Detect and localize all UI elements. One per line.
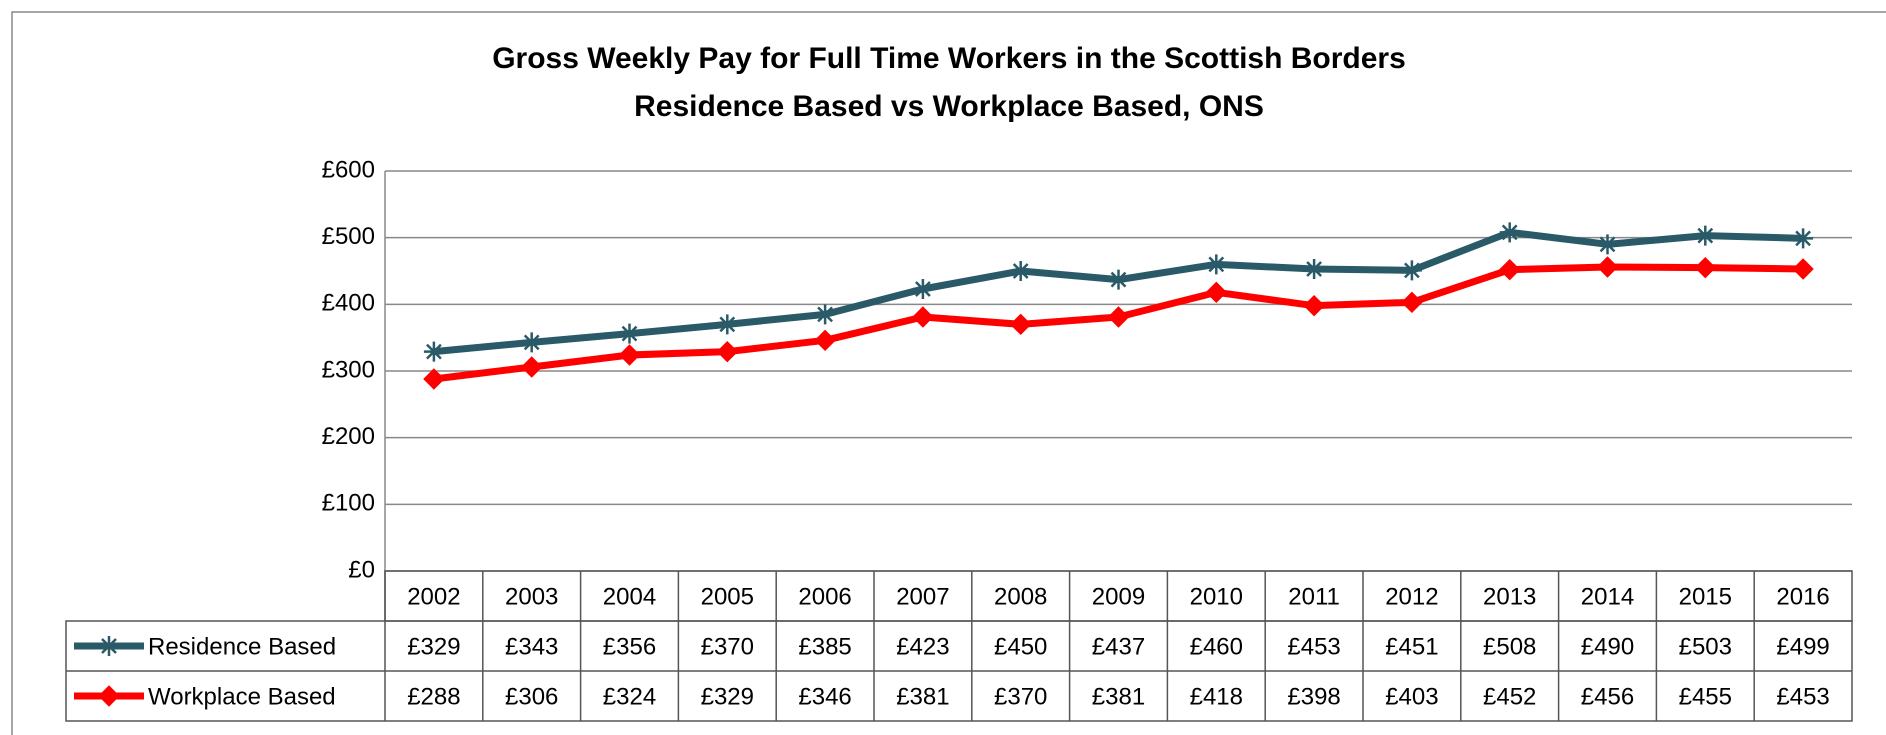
legend-label: Residence Based <box>148 633 336 660</box>
legend-marker <box>98 685 120 707</box>
data-point <box>619 323 640 344</box>
data-label: £450 <box>994 633 1047 660</box>
y-tick-label: £0 <box>348 556 375 583</box>
data-label: £452 <box>1483 683 1536 710</box>
y-tick-label: £200 <box>322 423 375 450</box>
data-label: £381 <box>896 683 949 710</box>
data-point <box>521 332 542 353</box>
x-tick-label: 2008 <box>994 583 1047 610</box>
chart-border <box>11 11 1886 735</box>
y-tick-label: £400 <box>322 290 375 317</box>
data-label: £370 <box>994 683 1047 710</box>
data-label: £370 <box>701 633 754 660</box>
data-point <box>618 344 641 366</box>
y-tick-label: £500 <box>322 223 375 250</box>
data-label: £381 <box>1092 683 1145 710</box>
data-point <box>1206 254 1227 275</box>
data-label: £306 <box>505 683 558 710</box>
data-point <box>1499 222 1520 243</box>
data-point <box>815 304 836 325</box>
data-label: £437 <box>1092 633 1145 660</box>
x-tick-label: 2007 <box>896 583 949 610</box>
data-label: £398 <box>1287 683 1340 710</box>
data-label: £453 <box>1287 633 1340 660</box>
data-point <box>716 340 739 363</box>
data-point <box>912 279 933 299</box>
data-point <box>520 356 543 378</box>
data-label: £451 <box>1385 633 1438 660</box>
data-label: £343 <box>505 633 558 660</box>
data-point <box>1401 260 1422 281</box>
data-label: £456 <box>1581 683 1634 710</box>
data-point <box>1205 281 1228 304</box>
data-label: £403 <box>1385 683 1438 710</box>
data-label: £455 <box>1679 683 1732 710</box>
data-point <box>1009 313 1032 336</box>
data-point <box>717 314 738 335</box>
data-point <box>1792 258 1814 280</box>
x-tick-label: 2006 <box>798 583 851 610</box>
data-label: £356 <box>603 633 656 660</box>
data-label: £324 <box>603 683 656 710</box>
data-label: £499 <box>1776 633 1829 660</box>
y-tick-label: £600 <box>322 156 375 183</box>
data-label: £385 <box>798 633 851 660</box>
x-tick-label: 2009 <box>1092 583 1145 610</box>
data-label: £418 <box>1190 683 1243 710</box>
x-tick-label: 2011 <box>1288 583 1340 610</box>
data-label: £460 <box>1190 633 1243 660</box>
x-tick-label: 2004 <box>603 583 656 610</box>
legend-label: Workplace Based <box>148 683 336 710</box>
data-point <box>1695 225 1716 246</box>
data-label: £288 <box>407 683 460 710</box>
x-tick-label: 2005 <box>701 583 754 610</box>
data-point <box>1107 306 1130 328</box>
x-tick-label: 2002 <box>407 583 460 610</box>
x-tick-label: 2015 <box>1679 583 1732 610</box>
data-label: £503 <box>1679 633 1732 660</box>
data-point <box>1401 291 1423 314</box>
x-tick-label: 2012 <box>1385 583 1438 610</box>
data-point <box>1108 269 1129 290</box>
data-label: £423 <box>896 633 949 660</box>
x-tick-label: 2003 <box>505 583 558 610</box>
legend-marker <box>99 636 119 656</box>
data-point <box>1793 228 1814 249</box>
data-point <box>1303 294 1325 317</box>
y-tick-label: £300 <box>322 356 375 383</box>
data-point <box>1304 259 1325 279</box>
data-point <box>814 329 836 352</box>
data-label: £329 <box>701 683 754 710</box>
data-point <box>1596 256 1619 278</box>
x-tick-label: 2016 <box>1776 583 1829 610</box>
y-tick-label: £100 <box>322 490 375 517</box>
x-tick-label: 2010 <box>1190 583 1243 610</box>
data-point <box>423 341 444 362</box>
data-label: £453 <box>1776 683 1829 710</box>
data-point <box>1694 256 1717 279</box>
data-point <box>912 306 934 328</box>
data-label: £346 <box>798 683 851 710</box>
data-label: £508 <box>1483 633 1536 660</box>
chart-subtitle: Residence Based vs Workplace Based, ONS <box>634 90 1264 123</box>
data-point <box>423 368 445 390</box>
data-label: £329 <box>407 633 460 660</box>
data-point <box>1498 258 1521 281</box>
chart-title: Gross Weekly Pay for Full Time Workers i… <box>492 42 1406 75</box>
data-label: £490 <box>1581 633 1634 660</box>
data-point <box>1010 261 1031 281</box>
x-tick-label: 2013 <box>1483 583 1536 610</box>
data-point <box>1597 234 1618 255</box>
x-tick-label: 2014 <box>1581 583 1634 610</box>
